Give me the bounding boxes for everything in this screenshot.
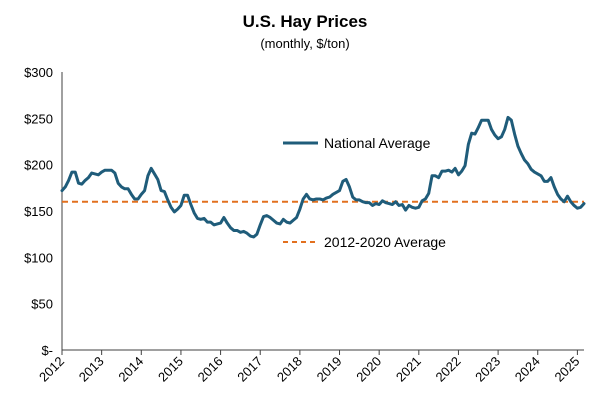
x-tick-label: 2024 <box>512 354 543 385</box>
legend-average-label: 2012-2020 Average <box>324 234 446 250</box>
chart-title: U.S. Hay Prices <box>243 12 368 31</box>
chart-subtitle: (monthly, $/ton) <box>260 36 349 51</box>
y-tick-label: $100 <box>24 250 53 265</box>
x-tick-label: 2025 <box>551 354 582 385</box>
y-tick-label: $50 <box>31 297 53 312</box>
legend-national-label: National Average <box>324 135 431 151</box>
legend-2012-2020-average: 2012-2020 Average <box>283 234 446 250</box>
y-tick-label: $300 <box>24 65 53 80</box>
legend-national-average: National Average <box>283 135 431 151</box>
x-tick-label: 2018 <box>274 354 305 385</box>
national-average-line <box>60 115 586 239</box>
x-tick-label: 2023 <box>472 354 503 385</box>
x-tick-label: 2020 <box>353 354 384 385</box>
y-tick-label: $200 <box>24 158 53 173</box>
x-tick-label: 2013 <box>76 354 107 385</box>
x-axis-labels: 2012 2013 2014 2015 2016 2017 2018 2019 2020 2021… <box>36 354 582 385</box>
x-axis-ticks <box>61 350 578 355</box>
x-tick-label: 2022 <box>433 354 464 385</box>
y-axis-labels: $- $50 $100 $150 $200 $250 $300 <box>24 65 53 358</box>
y-tick-label: $150 <box>24 204 53 219</box>
x-tick-label: 2015 <box>155 354 186 385</box>
x-tick-label: 2019 <box>314 354 345 385</box>
x-tick-label: 2012 <box>36 354 67 385</box>
x-tick-label: 2021 <box>393 354 424 385</box>
x-tick-label: 2016 <box>195 354 226 385</box>
y-tick-label: $- <box>41 343 53 358</box>
x-tick-label: 2017 <box>234 354 265 385</box>
y-tick-label: $250 <box>24 111 53 126</box>
x-tick-label: 2014 <box>115 354 146 385</box>
